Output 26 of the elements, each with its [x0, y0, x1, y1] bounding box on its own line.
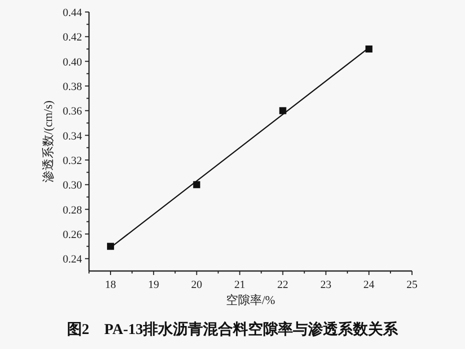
x-tick-label: 22: [277, 279, 288, 291]
y-tick-label: 0.42: [62, 32, 82, 44]
y-tick-label: 0.24: [62, 254, 82, 266]
y-tick-label: 0.40: [62, 56, 82, 68]
x-tick-label: 21: [234, 279, 246, 291]
point: [193, 181, 200, 188]
point: [107, 242, 114, 250]
y-tick-label: 0.30: [62, 180, 82, 192]
text: 图2 PA-13排水沥青混合料空隙率与渗透系数关系: [66, 320, 400, 338]
y-axis-title: 渗透系数/(cm/s): [41, 100, 55, 182]
y-tick-label: 0.28: [62, 204, 82, 216]
point: [365, 46, 372, 52]
y-tick-label: 0.44: [62, 7, 82, 19]
x-tick-label: 19: [148, 279, 160, 291]
x-tick-label: 25: [406, 279, 418, 291]
y-tick-label: 0.32: [62, 155, 82, 167]
y-tick-label: 0.26: [62, 229, 82, 241]
y-tick-label: 0.34: [62, 130, 82, 142]
x-tick-label: 23: [320, 279, 332, 291]
x-tick-label: 24: [363, 279, 375, 291]
x-tick-label: 18: [105, 279, 117, 291]
x-tick-label: 20: [191, 279, 203, 291]
y-tick-label: 0.36: [62, 106, 82, 118]
x-axis-title: 空隙率/%: [226, 293, 276, 307]
y-tick-label: 0.38: [62, 81, 82, 93]
point: [279, 107, 286, 114]
